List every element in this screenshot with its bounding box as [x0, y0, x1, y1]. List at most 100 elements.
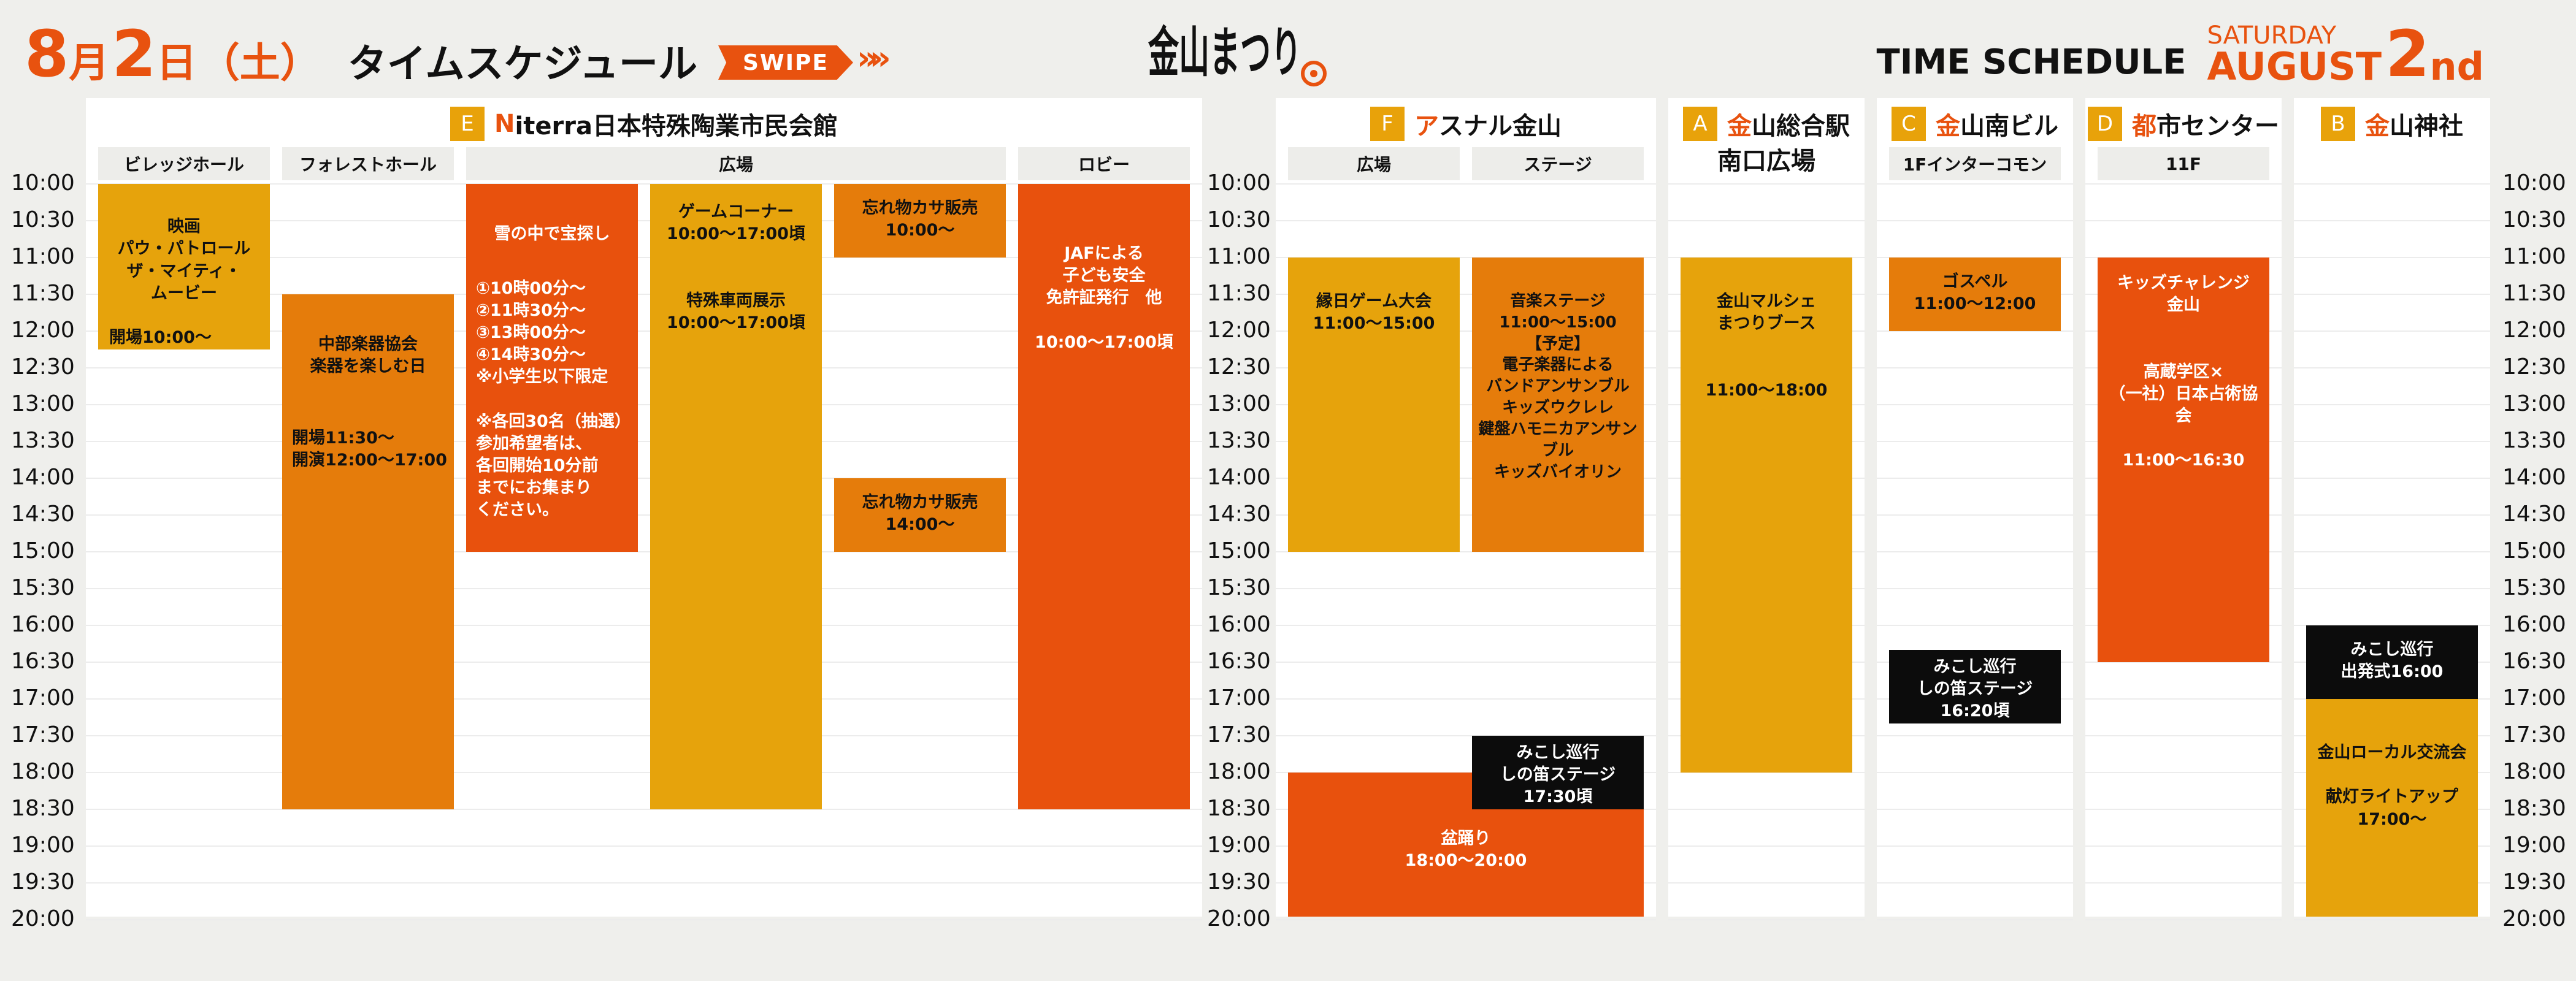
time-label: 14:30 [11, 502, 75, 527]
grid-line [1668, 220, 1865, 221]
grid-line [86, 330, 1202, 332]
grid-line [1668, 845, 1865, 847]
grid-line [2085, 882, 2282, 884]
venue-title: D 都市センター [2085, 107, 2282, 141]
grid-line [1276, 404, 1656, 405]
time-label: 20:00 [11, 906, 75, 931]
subvenue-plaza: 広場 [1288, 147, 1460, 180]
grid-line [86, 698, 1202, 700]
venue-badge: A [1683, 107, 1717, 141]
grid-line [1276, 919, 1656, 920]
time-label: 10:30 [1207, 207, 1271, 232]
time-label: 11:00 [1207, 244, 1271, 269]
grid-line [86, 257, 1202, 258]
time-label: 15:00 [2502, 538, 2566, 563]
time-label: 14:00 [2502, 465, 2566, 490]
venue-badge: B [2321, 107, 2355, 141]
grid-line [86, 845, 1202, 847]
time-label: 20:00 [1207, 906, 1271, 931]
subvenue-stage: ステージ [1472, 147, 1644, 180]
grid-line [86, 551, 1202, 552]
grid-line [1668, 183, 1865, 185]
time-label: 17:00 [1207, 685, 1271, 711]
grid-line [1276, 294, 1656, 295]
grid-line [2294, 441, 2490, 442]
grid-line [1877, 478, 2073, 479]
grid-line [86, 183, 1202, 185]
time-label: 15:00 [1207, 538, 1271, 563]
month-en: AUGUST [2207, 44, 2382, 89]
grid-line [1276, 367, 1656, 368]
venue-panel-f: F アスナル金山 広場 ステージ 縁日ゲーム大会 11:00～15:00 音楽ス… [1276, 98, 1656, 920]
grid-line [2085, 735, 2282, 736]
event-block: 音楽ステージ 11:00～15:00 【予定】 電子楽器による バンドアンサンブ… [1472, 258, 1644, 552]
time-label: 11:00 [2502, 244, 2566, 269]
event-block: JAFによる 子ども安全 免許証発行 他 10:00～17:00頃 [1018, 184, 1190, 809]
time-label: 19:00 [2502, 833, 2566, 858]
venue-title: F アスナル金山 [1276, 107, 1656, 141]
time-label: 15:30 [1207, 575, 1271, 600]
time-label: 16:00 [11, 612, 75, 637]
venue-title: A 金山総合駅 [1668, 107, 1865, 141]
time-label: 16:30 [1207, 649, 1271, 674]
grid-line [1276, 625, 1656, 626]
time-label: 12:00 [2502, 318, 2566, 343]
time-label: 20:00 [2502, 906, 2566, 931]
time-label: 15:00 [11, 538, 75, 563]
grid-line [1877, 809, 2073, 810]
time-label: 10:30 [11, 207, 75, 232]
time-label: 10:00 [2502, 170, 2566, 196]
grid-line [86, 294, 1202, 295]
grid-line [2294, 294, 2490, 295]
venue-panel-c: C 金山南ビル 1Fインターコモン ゴスペル 11:00～12:00 みこし巡行… [1877, 98, 2073, 920]
swipe-arrows-icon: »» [857, 39, 891, 77]
time-label: 13:00 [11, 391, 75, 416]
time-label: 18:30 [1207, 796, 1271, 821]
grid-line [1276, 183, 1656, 185]
grid-line [2294, 919, 2490, 920]
grid-line [1877, 551, 2073, 552]
grid-line [2294, 257, 2490, 258]
grid-line [1877, 330, 2073, 332]
time-label: 13:00 [1207, 391, 1271, 416]
grid-line [86, 514, 1202, 516]
time-label: 18:30 [11, 796, 75, 821]
time-label: 11:30 [11, 281, 75, 306]
weekday: （土） [199, 39, 321, 87]
subvenue-lobby: ロビー [1018, 147, 1190, 180]
time-label: 12:00 [1207, 318, 1271, 343]
venue-badge: C [1892, 107, 1926, 141]
time-label: 17:30 [1207, 722, 1271, 747]
grid-line [1668, 809, 1865, 810]
event-block: 金山ローカル交流会 献灯ライトアップ 17:00～ [2306, 699, 2478, 917]
grid-line [1877, 919, 2073, 920]
subvenue-intercommon: 1Fインターコモン [1889, 147, 2061, 180]
venue-panel-d: D 都市センター 11F キッズチャレンジ 金山 高蔵学区× （一社）日本占術協… [2085, 98, 2282, 920]
grid-line [86, 919, 1202, 920]
time-label: 17:00 [11, 685, 75, 711]
event-block: 縁日ゲーム大会 11:00～15:00 [1288, 258, 1460, 552]
grid-line [2294, 551, 2490, 552]
time-label: 19:30 [1207, 869, 1271, 895]
event-block: 忘れ物カサ販売 14:00～ [834, 478, 1006, 552]
subvenue-11f: 11F [2098, 147, 2269, 180]
grid-line [2085, 845, 2282, 847]
time-label: 16:30 [2502, 649, 2566, 674]
grid-line [2085, 698, 2282, 700]
time-label: 12:00 [11, 318, 75, 343]
grid-line [1877, 514, 2073, 516]
event-block: 忘れ物カサ販売 10:00～ [834, 184, 1006, 258]
grid-line [2085, 772, 2282, 773]
swipe-button[interactable]: SWIPE [718, 45, 854, 80]
grid-line [1276, 441, 1656, 442]
event-block: みこし巡行 しの笛ステージ 16:20頃 [1889, 650, 2061, 723]
time-label: 10:00 [1207, 170, 1271, 196]
month-unit: 月 [69, 39, 110, 87]
grid-line [86, 772, 1202, 773]
grid-line [1668, 882, 1865, 884]
grid-line [2294, 514, 2490, 516]
grid-line [86, 404, 1202, 405]
grid-line [2085, 662, 2282, 663]
day-en: 2 [2385, 17, 2430, 91]
